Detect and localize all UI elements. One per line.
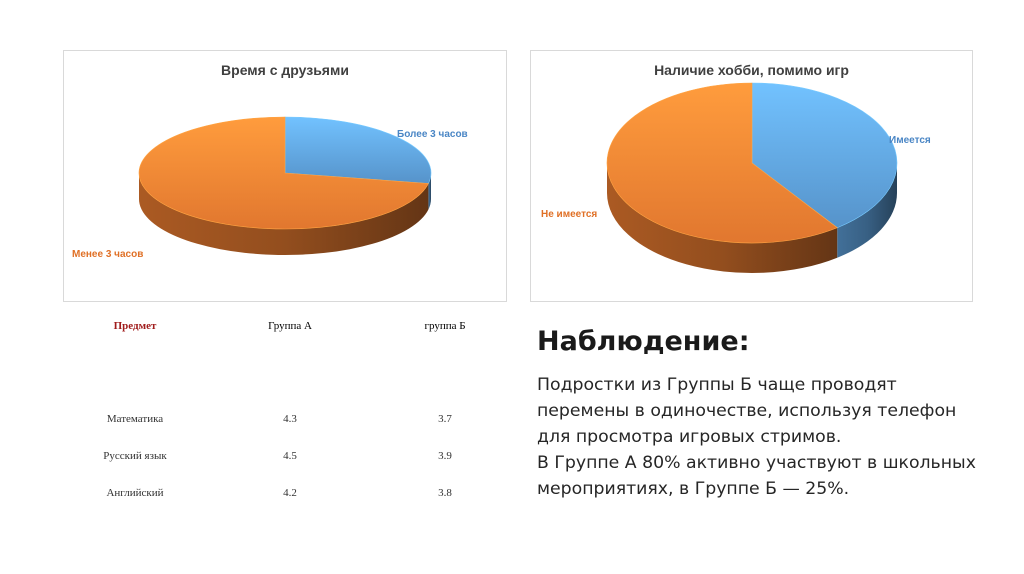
observation-heading: Наблюдение: <box>537 326 750 357</box>
slice-label-more-3h: Более 3 часов <box>397 129 468 140</box>
header-group-b: группа Б <box>424 320 466 332</box>
slice-label-has-hobby: Имеется <box>889 135 931 146</box>
pie-chart-time-with-friends: Время с друзьями Более 3 часов Менее 3 ч… <box>63 50 507 302</box>
group-a-cell: 4.2 <box>283 486 297 499</box>
grades-table: Предмет Группа А группа Б Математика 4.3… <box>60 318 520 511</box>
subject-cell: Русский язык <box>103 449 167 462</box>
table-row: Английский 4.2 3.8 <box>60 474 520 511</box>
slice-label-less-3h: Менее 3 часов <box>72 249 144 260</box>
group-a-cell: 4.3 <box>283 412 297 425</box>
subject-cell: Английский <box>106 486 164 499</box>
pie-slice-1 <box>606 82 838 244</box>
pie-chart-svg <box>606 82 898 273</box>
pie-slice-side <box>837 163 897 258</box>
group-b-cell: 3.7 <box>438 412 452 425</box>
group-b-cell: 3.9 <box>438 449 452 462</box>
header-group-a: Группа А <box>268 320 312 332</box>
observation-line: В Группе А 80% активно участвуют в школь… <box>537 453 976 473</box>
chart-title: Время с друзьями <box>221 62 349 78</box>
pie-slice-1 <box>138 116 429 230</box>
observation-line: перемены в одиночестве, используя телефо… <box>537 401 957 421</box>
pie-chart-hobby: Наличие хобби, помимо игр Имеется Не име… <box>530 50 973 302</box>
slice-label-no-hobby: Не имеется <box>541 209 598 220</box>
group-a-cell: 4.5 <box>283 449 297 462</box>
table-header-row: Предмет Группа А группа Б <box>60 318 520 340</box>
header-subject: Предмет <box>113 320 157 332</box>
pie-slice-side <box>607 163 838 273</box>
chart-title: Наличие хобби, помимо игр <box>654 62 849 78</box>
observation-text: Подростки из Группы Б чаще проводят пере… <box>537 372 987 502</box>
observation-line: мероприятиях, в Группе Б — 25%. <box>537 479 850 499</box>
pie-chart-svg <box>138 116 432 256</box>
pie-slice-0 <box>751 82 898 229</box>
table-row: Математика 4.3 3.7 <box>60 400 520 437</box>
observation-line: для просмотра игровых стримов. <box>537 427 842 447</box>
pie-slice-0 <box>284 116 432 184</box>
observation-line: Подростки из Группы Б чаще проводят <box>537 375 897 395</box>
pie-slice-side <box>139 173 429 256</box>
group-b-cell: 3.8 <box>438 486 452 499</box>
table-row: Русский язык 4.5 3.9 <box>60 437 520 474</box>
subject-cell: Математика <box>106 412 164 425</box>
